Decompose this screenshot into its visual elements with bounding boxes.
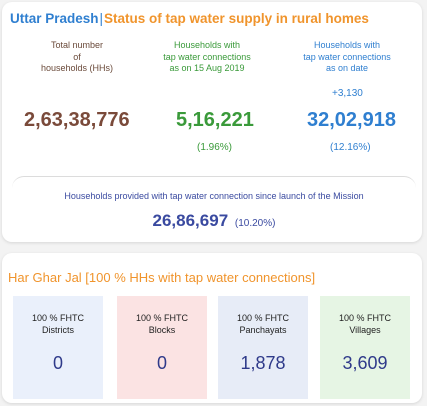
current-households-value: 32,02,918 [307,109,396,131]
tile-value: 3,609 [342,353,388,373]
tile-value: 1,878 [240,353,286,373]
state-name: Uttar Pradesh [10,11,99,26]
aug2019-households-value: 5,16,221 [176,109,254,131]
label-line: Households with [313,40,381,50]
current-households-label: Households with tap water connections as… [292,40,402,75]
har-ghar-jal-card: Har Ghar Jal [100 % HHs with tap water c… [2,253,422,403]
page-subtitle: Status of tap water supply in rural home… [104,11,369,26]
tile-label: 100 % FHTC Villages [320,312,410,336]
label-line: Households with [173,40,241,50]
label-line: as on 15 Aug 2019 [169,63,245,73]
label-line: households (HHs) [40,63,114,73]
tile-label-line: Districts [42,325,74,335]
fhtc-panchayats-tile: 100 % FHTC Panchayats 1,878 [218,296,308,399]
status-card: Uttar Pradesh|Status of tap water supply… [2,2,422,242]
tile-label-line: Blocks [148,325,176,335]
mission-label: Households provided with tap water conne… [64,191,364,201]
tile-value: 0 [156,353,167,373]
tile-label-line: Villages [349,325,381,335]
current-percent: (12.16%) [330,142,371,153]
total-households-label: Total number of households (HHs) [37,40,117,75]
har-ghar-jal-title: Har Ghar Jal [100 % HHs with tap water c… [8,270,316,285]
fhtc-blocks-tile: 100 % FHTC Blocks 0 [117,296,207,399]
tile-label-line: 100 % FHTC [236,313,289,323]
fhtc-districts-tile: 100 % FHTC Districts 0 [13,296,103,399]
total-households-value: 2,63,38,776 [24,109,130,131]
tile-label-line: 100 % FHTC [338,313,391,323]
tile-label: 100 % FHTC Blocks [117,312,207,336]
tile-label-line: 100 % FHTC [135,313,188,323]
label-line: Total number [50,40,104,50]
mission-percent: (10.20%) [234,218,276,229]
tile-label: 100 % FHTC Panchayats [218,312,308,336]
tile-label: 100 % FHTC Districts [13,312,103,336]
tile-value: 0 [52,353,63,373]
fhtc-villages-tile: 100 % FHTC Villages 3,609 [320,296,410,399]
label-line: tap water connections [303,51,391,62]
title-separator: | [99,11,104,26]
daily-increment: +3,130 [332,88,363,99]
mission-section: Households provided with tap water conne… [12,176,416,241]
label-line: tap water connections [163,51,251,62]
aug2019-percent: (1.96%) [197,142,233,153]
aug2019-households-label: Households with tap water connections as… [152,40,262,75]
label-line: as on date [325,63,369,73]
page-title: Uttar Pradesh|Status of tap water supply… [10,11,369,26]
label-line: of [73,51,81,62]
tile-label-line: Panchayats [239,325,287,335]
mission-value: 26,86,697 [152,211,229,230]
mission-value-row: 26,86,697 (10.20%) [12,211,416,231]
tile-label-line: 100 % FHTC [31,313,84,323]
